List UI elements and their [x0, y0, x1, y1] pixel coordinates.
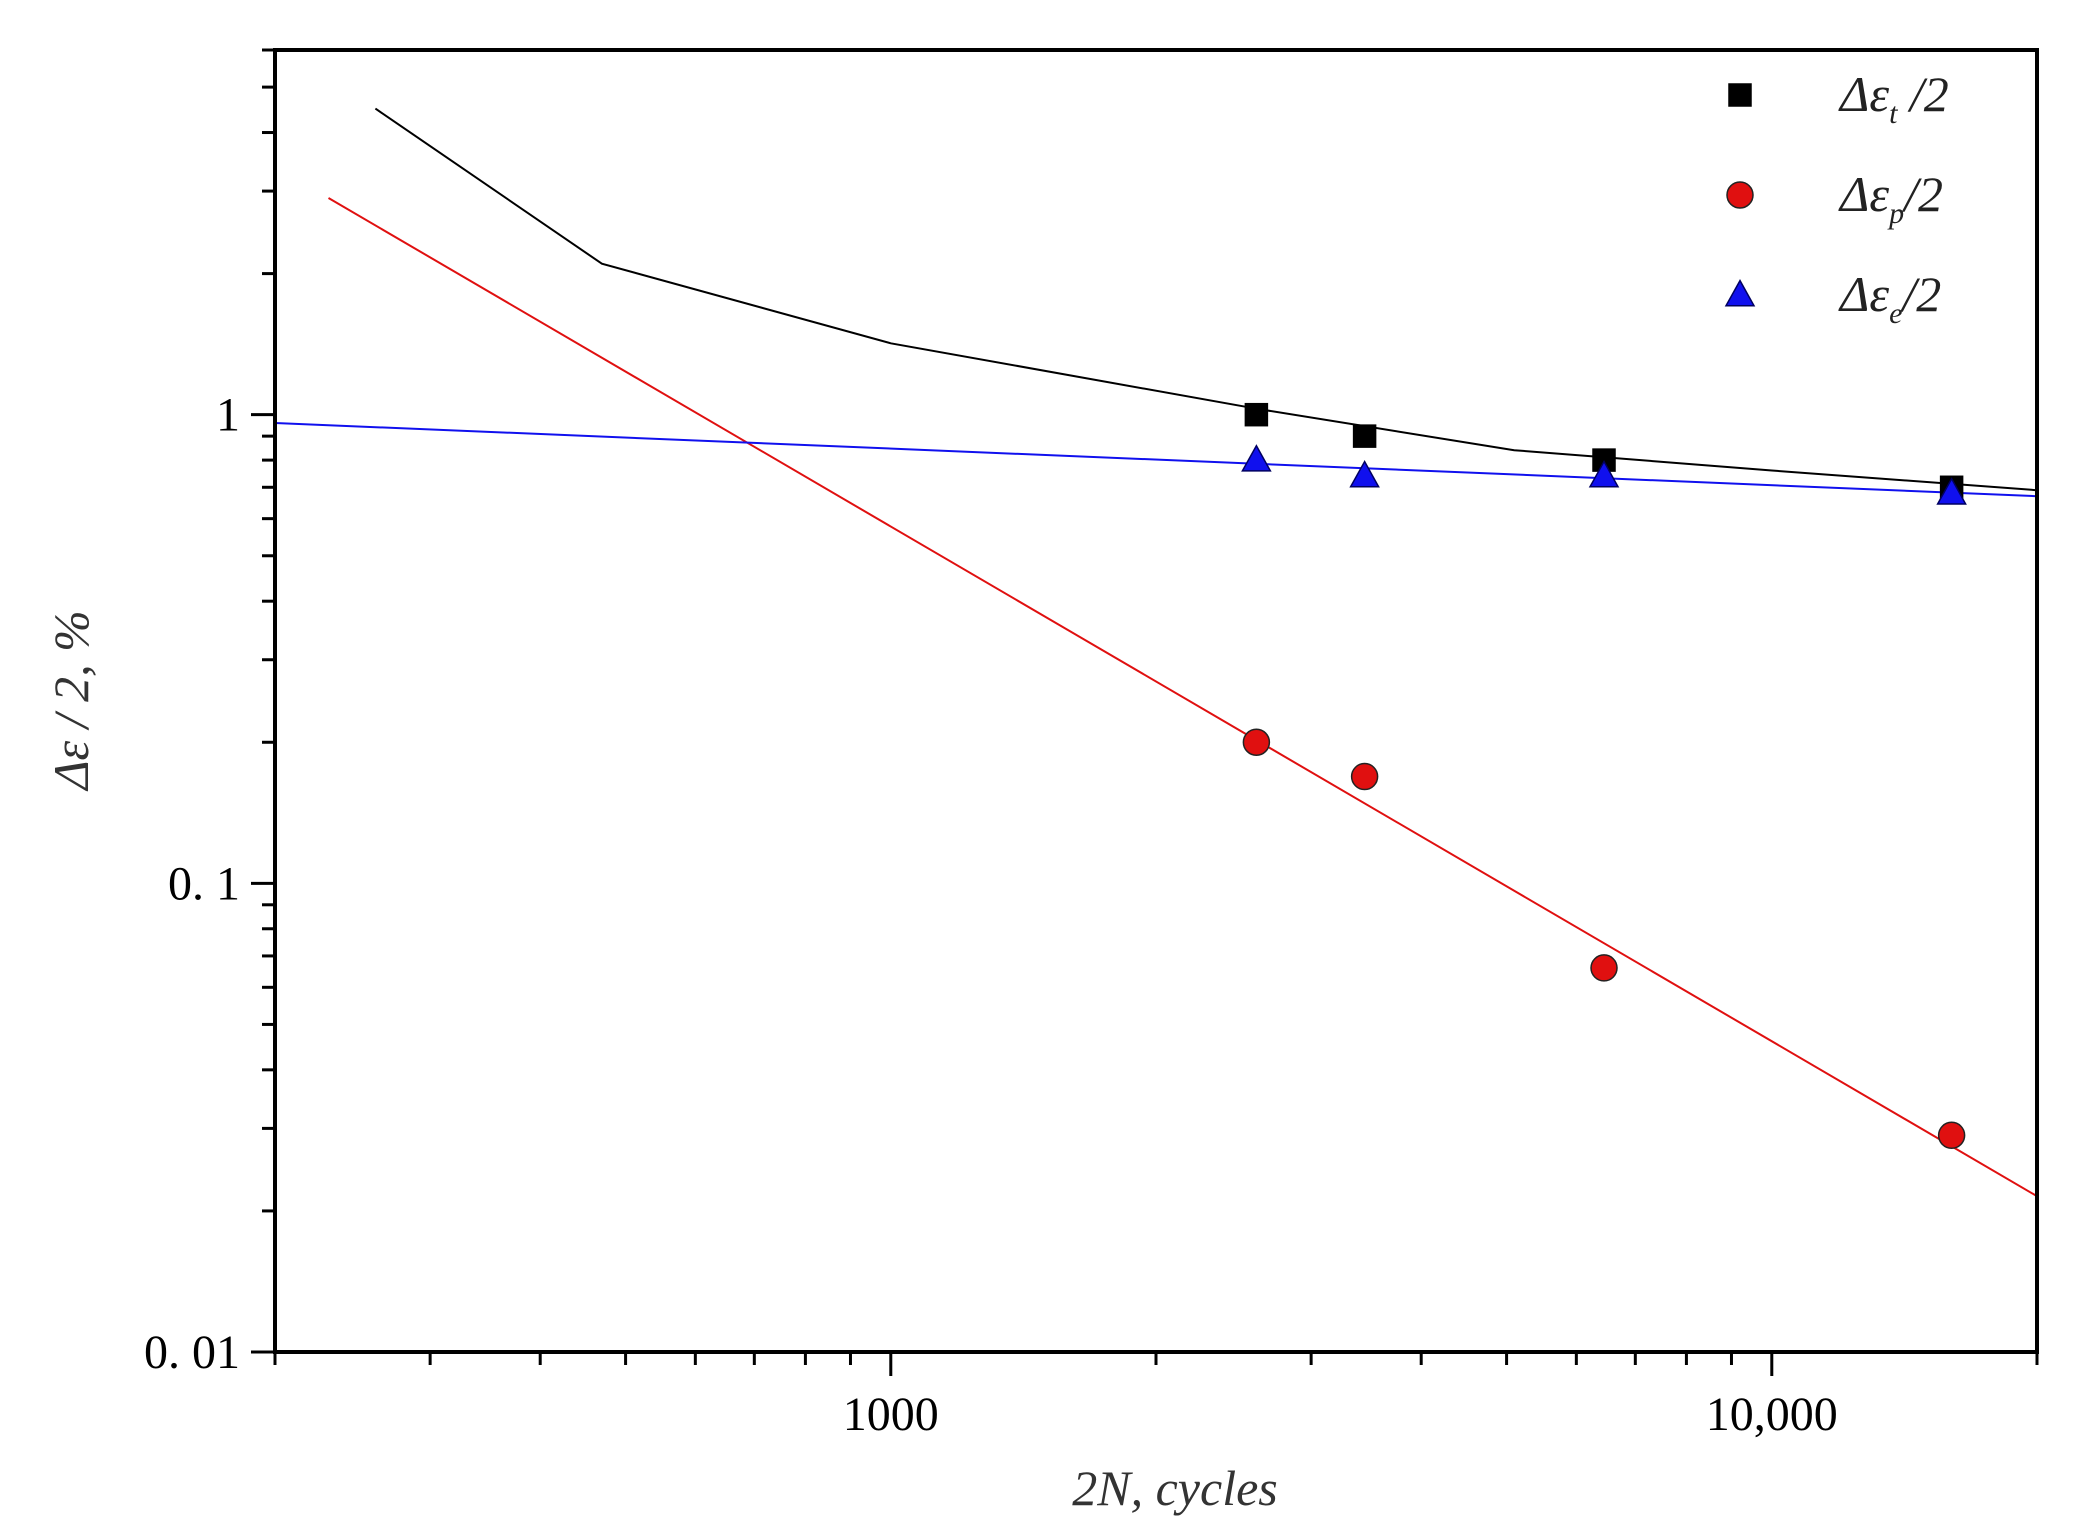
x-tick-label: 10,000 [1706, 1388, 1838, 1441]
y-axis-title: Δε / 2, % [43, 610, 99, 792]
plot-frame [273, 48, 2039, 1354]
data-point-circle [1590, 954, 1618, 982]
x-tick-label: 1000 [843, 1388, 939, 1441]
legend-marker-triangle [1724, 279, 1756, 307]
data-point-triangle [1241, 444, 1272, 472]
data-point-circle [1937, 1121, 1966, 1150]
x-axis-title: 2N, cycles [1072, 1460, 1277, 1516]
fit-line-triangle [275, 422, 2037, 498]
data-point-circle [1242, 728, 1271, 757]
legend: Δεt /2 Δεp/2 Δεe/2 [1724, 66, 1949, 330]
data-point-triangle [1349, 460, 1380, 488]
data-point-square [1352, 424, 1377, 448]
y-tick-label: 1 [216, 389, 240, 442]
plot-clip-group [275, 107, 2037, 1198]
data-point-triangle [1936, 477, 1967, 505]
legend-marker-circle [1726, 181, 1754, 209]
fit-line-square [374, 107, 2037, 492]
axis-ticks [251, 48, 2039, 1376]
data-point-square [1244, 402, 1269, 427]
legend-label-square: Δεt /2 [1838, 66, 1949, 130]
y-tick-label: 0. 01 [144, 1326, 240, 1379]
fit-line-circle [327, 197, 2037, 1198]
legend-label-circle: Δεp/2 [1838, 166, 1943, 230]
fit-lines [275, 107, 2037, 1198]
data-point-circle [1350, 762, 1379, 791]
axis-tick-labels: 1000 10,000 1 0. 1 0. 01 [144, 389, 1838, 1441]
data-point-triangle [1588, 460, 1620, 488]
legend-label-triangle: Δεe/2 [1838, 266, 1941, 330]
data-markers [1241, 402, 1967, 1150]
legend-marker-square [1728, 83, 1752, 107]
y-tick-label: 0. 1 [168, 857, 240, 910]
